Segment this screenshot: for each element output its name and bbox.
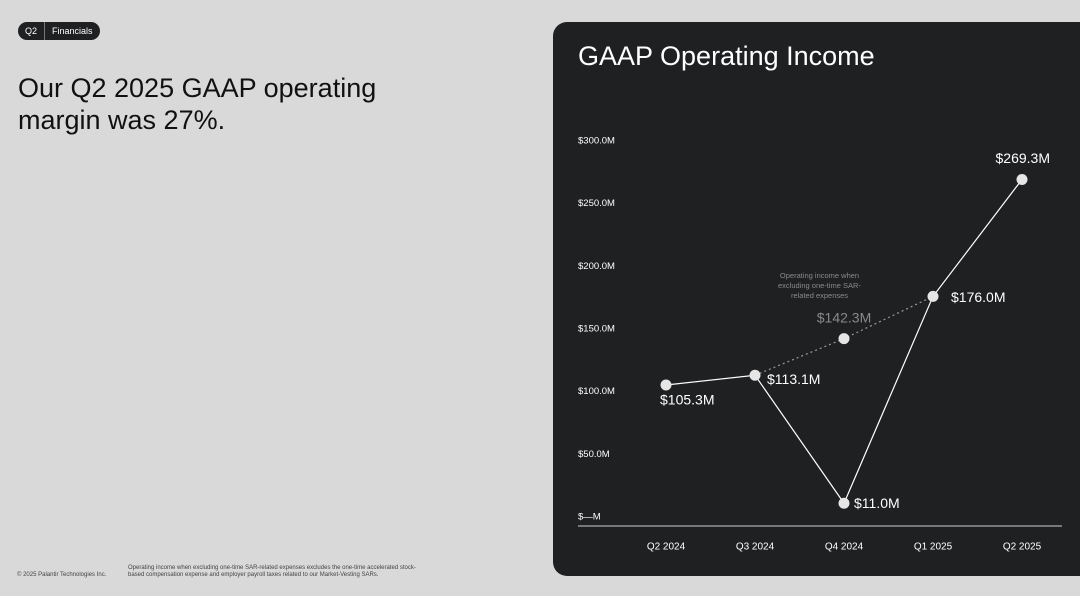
y-tick-label: $50.0M: [578, 449, 610, 460]
x-tick-label: Q2 2025: [1003, 542, 1042, 553]
footnote: Operating income when excluding one-time…: [128, 565, 416, 578]
data-label: $11.0M: [854, 495, 900, 511]
data-point: [838, 497, 850, 509]
copyright: © 2025 Palantir Technologies Inc.: [17, 572, 107, 578]
y-tick-label: $300.0M: [578, 136, 615, 147]
annotation: Operating income when excluding one-time…: [778, 271, 861, 300]
data-point: [660, 379, 672, 391]
x-tick-label: Q3 2024: [736, 542, 775, 553]
data-point: [838, 333, 850, 345]
data-label: $142.3M: [817, 309, 871, 325]
x-tick-label: Q1 2025: [914, 542, 953, 553]
x-tick-label: Q2 2024: [647, 542, 686, 553]
y-tick-label: $150.0M: [578, 324, 615, 335]
data-label: $113.1M: [767, 371, 820, 387]
data-label: $105.3M: [660, 392, 714, 408]
data-label: $269.3M: [996, 150, 1050, 166]
section-name: Financials: [44, 22, 100, 40]
y-tick-label: $100.0M: [578, 386, 615, 397]
headline: Our Q2 2025 GAAP operating margin was 27…: [18, 73, 377, 135]
data-label: $176.0M: [951, 289, 1005, 305]
section-tag: Q2 Financials: [18, 22, 100, 40]
x-tick-label: Q4 2024: [825, 542, 864, 553]
chart-panel: [553, 22, 1080, 576]
data-point: [1016, 173, 1028, 185]
data-point: [927, 290, 939, 302]
chart-title: GAAP Operating Income: [578, 41, 875, 71]
y-tick-label: $200.0M: [578, 261, 615, 272]
y-tick-label: $—M: [578, 512, 601, 523]
data-point: [749, 369, 761, 381]
quarter-tag: Q2: [25, 26, 38, 36]
y-tick-label: $250.0M: [578, 198, 615, 209]
